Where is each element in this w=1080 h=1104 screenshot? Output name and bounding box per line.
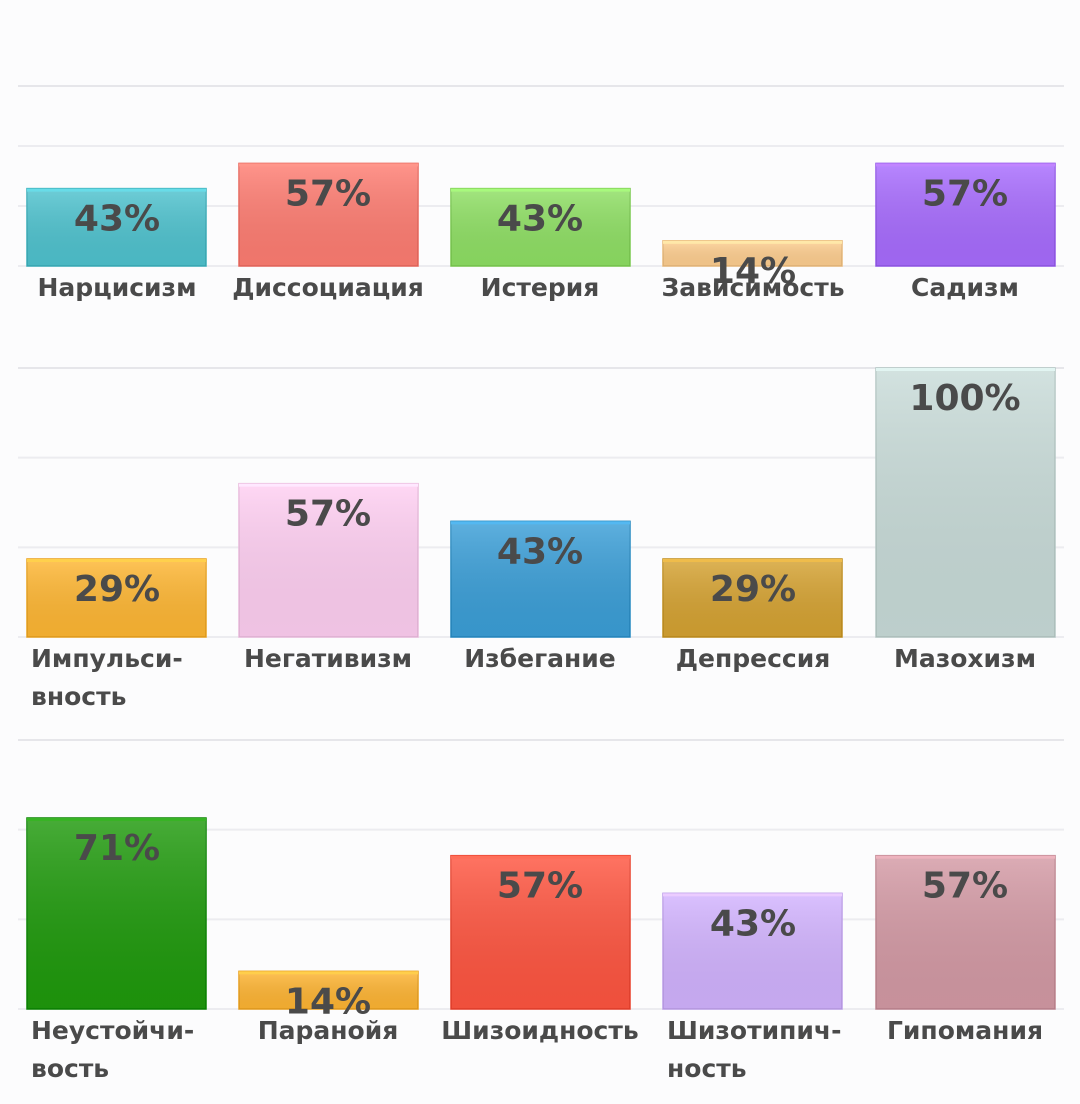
bar-chart-2: 29% Импульси-вность 57% Негативизм 43% Избега… — [18, 367, 1064, 711]
bar-highlight — [27, 818, 206, 1009]
category-label: Нарцисизм — [37, 273, 196, 302]
category-label-line: Избегание — [464, 644, 616, 673]
category-label-line: Гипомания — [887, 1016, 1043, 1045]
bar-top-edge — [876, 368, 1055, 371]
bar-highlight — [876, 163, 1055, 266]
bar-top-edge — [663, 240, 842, 244]
bar-highlight — [663, 558, 842, 637]
category-label-line: Депрессия — [676, 644, 831, 673]
category-label: Депрессия — [676, 644, 831, 673]
bar-highlight — [451, 855, 630, 1009]
value-label: 57% — [285, 173, 371, 214]
bar-highlight — [451, 188, 630, 266]
bar-top-edge — [663, 558, 842, 562]
category-label: Шизотипич-ность — [667, 1016, 841, 1083]
bar-highlight — [876, 855, 1055, 1009]
value-label: 43% — [497, 531, 583, 572]
category-label-line: вость — [31, 1054, 109, 1083]
value-label: 100% — [909, 378, 1020, 419]
category-label-line: Истерия — [481, 273, 600, 302]
category-label: Гипомания — [887, 1016, 1043, 1045]
value-label: 43% — [497, 199, 583, 240]
value-label: 57% — [922, 173, 1008, 214]
bar-highlight — [27, 188, 206, 266]
bar-highlight — [663, 240, 842, 266]
category-label-line: Нарцисизм — [37, 273, 196, 302]
bar-highlight — [239, 971, 418, 1009]
bar-top-edge — [27, 818, 206, 822]
bar-top-edge — [663, 893, 842, 897]
bar-top-edge — [27, 558, 206, 562]
category-label-line: Мазохизм — [894, 644, 1036, 673]
bar-top-edge — [876, 855, 1055, 859]
bar-highlight — [451, 521, 630, 637]
value-label: 57% — [497, 866, 583, 907]
category-label-line: Неустойчи- — [31, 1016, 194, 1045]
category-label-line: Паранойя — [258, 1016, 399, 1045]
category-label: Истерия — [481, 273, 600, 302]
bar-top-edge — [239, 163, 418, 167]
bar-highlight — [239, 163, 418, 266]
category-label: Диссоциация — [232, 273, 424, 302]
category-label: Негативизм — [244, 644, 412, 673]
category-label: Паранойя — [258, 1016, 399, 1045]
value-label: 57% — [922, 866, 1008, 907]
category-label-line: ность — [667, 1054, 747, 1083]
category-label: Шизоидность — [441, 1016, 638, 1045]
value-label: 14% — [710, 251, 796, 292]
bar-top-edge — [451, 521, 630, 525]
value-label: 29% — [74, 569, 160, 610]
category-label-line: Шизоидность — [441, 1016, 638, 1045]
category-label-line: Садизм — [911, 273, 1019, 302]
bar-top-edge — [239, 483, 418, 487]
category-label: Неустойчи-вость — [31, 1016, 194, 1083]
bar-highlight — [876, 368, 1055, 637]
category-label: Мазохизм — [894, 644, 1036, 673]
category-label-line: Диссоциация — [232, 273, 424, 302]
category-label: Импульси-вность — [31, 644, 183, 711]
bar-top-edge — [239, 971, 418, 975]
category-label-line: Зависимость — [661, 273, 844, 302]
bar-top-edge — [451, 855, 630, 859]
bar-chart-3: 71% Неустойчи-вость 14%Паранойя 57% Шизоидно… — [18, 739, 1064, 1083]
value-label: 57% — [285, 494, 371, 535]
value-label: 29% — [710, 569, 796, 610]
bar-top-edge — [451, 188, 630, 192]
bar-top-edge — [27, 188, 206, 192]
value-label: 71% — [74, 828, 160, 869]
category-label-line: Импульси- — [31, 644, 183, 673]
category-label: Зависимость — [661, 273, 844, 302]
category-label-line: Негативизм — [244, 644, 412, 673]
category-label: Садизм — [911, 273, 1019, 302]
value-label: 43% — [710, 903, 796, 944]
value-label: 14% — [285, 981, 371, 1022]
category-label-line: вность — [31, 682, 126, 711]
category-label-line: Шизотипич- — [667, 1016, 841, 1045]
category-label: Избегание — [464, 644, 616, 673]
bar-chart-1: 43% Нарцисизм 57% Диссоциация 43% Истерия 14%З… — [18, 85, 1064, 302]
bar-highlight — [27, 558, 206, 637]
bar-highlight — [239, 483, 418, 637]
bar-top-edge — [876, 163, 1055, 167]
bar-highlight — [663, 893, 842, 1009]
value-label: 43% — [74, 199, 160, 240]
